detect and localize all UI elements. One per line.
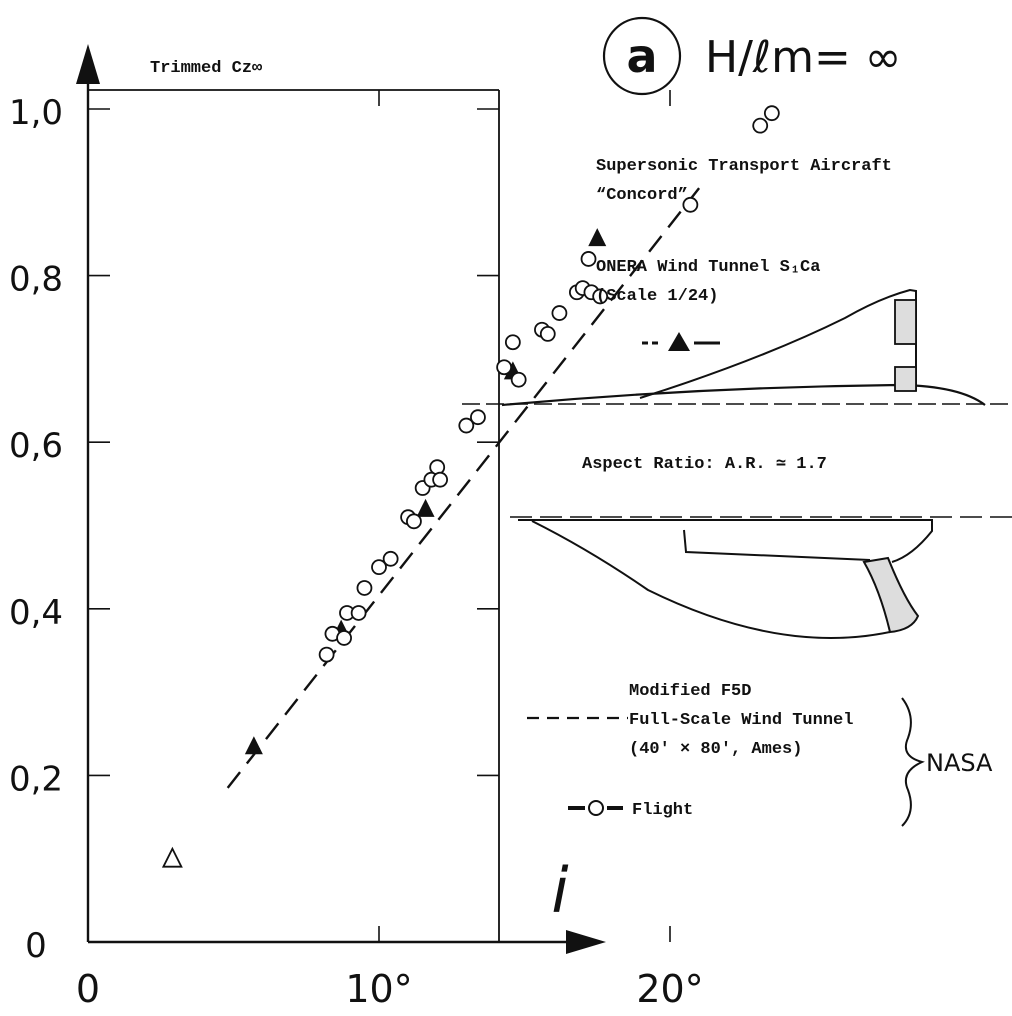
points-layer [161, 105, 780, 868]
flight-point [496, 359, 513, 376]
y-tick-label: 1,0 [9, 93, 63, 133]
legend-flight-label: Flight [632, 801, 693, 820]
legend-flight-circle [588, 800, 604, 816]
planform-elevon [862, 556, 920, 634]
y-axis-arrow [76, 44, 100, 84]
concorde-planform-view [510, 516, 1012, 639]
flight-point [752, 117, 769, 134]
flight-point [336, 630, 352, 646]
tunnel-label-2: (Scale 1/24) [596, 287, 718, 306]
x-axis-label: i [551, 854, 568, 927]
side-view-rudder-upper [894, 299, 917, 345]
tunnel-legend-symbol [642, 332, 720, 351]
side-view-fin [639, 288, 917, 399]
title-circle [602, 16, 682, 96]
flight-point [382, 550, 399, 567]
flight-point [318, 646, 335, 663]
flight-point [470, 409, 486, 426]
x-tick-label: 0 [76, 967, 100, 1011]
planform-root [518, 519, 933, 563]
title-letter: a [626, 29, 657, 83]
wind-tunnel-point [244, 736, 263, 755]
flight-point [350, 605, 367, 621]
tick-layer: 0 0,2 0,4 0,6 0,8 1,0 0 10° 20° [9, 90, 704, 1011]
y-axis-label: Trimmed Cz∞ [150, 59, 263, 78]
flight-point [458, 417, 475, 434]
flight-point [763, 105, 780, 122]
x-tick-label: 20° [636, 967, 703, 1011]
tunnel-legend-triangle [668, 332, 690, 351]
legend-brace [901, 697, 925, 827]
side-view-rudder-lower [894, 366, 917, 392]
title-formula: H/ℓm= ∞ [705, 32, 901, 83]
tunnel-label-1: ONERA Wind Tunnel S₁Ca [596, 258, 820, 277]
legend-flight-symbol [568, 800, 623, 816]
planform-nacelle [683, 529, 871, 561]
planform-leading-edge [531, 520, 891, 639]
fit-line-layer [226, 187, 701, 789]
flight-point [682, 196, 699, 213]
legend-model-label: Modified F5D [629, 682, 751, 701]
wind-tunnel-point [588, 228, 607, 247]
flight-point [592, 288, 609, 305]
flight-point [510, 371, 527, 388]
flight-point [580, 251, 597, 267]
flight-point [551, 305, 568, 321]
fit-line [226, 187, 701, 789]
aspect-ratio-label: Aspect Ratio: A.R. ≃ 1.7 [582, 455, 827, 474]
y-tick-label: 0,6 [9, 426, 63, 466]
flight-point [539, 326, 556, 342]
legend-dash-sublabel: (40′ × 80′, Ames) [629, 740, 802, 759]
x-tick-label: 10° [345, 967, 412, 1011]
y-tick-label: 0,4 [9, 593, 63, 633]
y-tick-label: 0 [25, 926, 47, 966]
x-axis-arrow [566, 930, 606, 954]
open-triangle-point [161, 846, 183, 868]
concorde-title-2: “Concord” [596, 186, 688, 205]
y-tick-label: 0,8 [9, 260, 63, 300]
legend-dash-label: Full-Scale Wind Tunnel [629, 711, 853, 730]
flight-point [504, 334, 521, 351]
plot-frame [76, 44, 606, 954]
flight-point [371, 559, 387, 576]
concorde-side-view [462, 288, 1012, 407]
flight-point [432, 471, 449, 488]
flight-point [406, 513, 422, 530]
concorde-title-1: Supersonic Transport Aircraft [596, 157, 892, 176]
legend-group-label: NASA [926, 749, 993, 777]
side-view-fuselage [501, 383, 986, 407]
wind-tunnel-point [416, 498, 435, 517]
flight-point [356, 580, 373, 596]
y-tick-label: 0,2 [9, 759, 63, 799]
